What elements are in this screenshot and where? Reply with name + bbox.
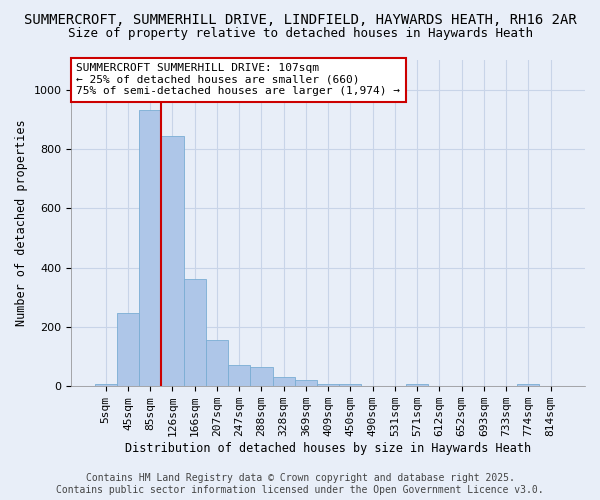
- Bar: [117, 312, 139, 386]
- Bar: [272, 378, 295, 386]
- Bar: [228, 366, 250, 386]
- Bar: [517, 384, 539, 386]
- Bar: [317, 384, 339, 386]
- Y-axis label: Number of detached properties: Number of detached properties: [15, 120, 28, 326]
- Bar: [406, 384, 428, 386]
- Bar: [161, 136, 184, 386]
- Bar: [250, 367, 272, 386]
- Bar: [339, 384, 361, 386]
- Bar: [139, 110, 161, 386]
- Bar: [95, 384, 117, 386]
- Bar: [206, 340, 228, 386]
- Bar: [295, 380, 317, 386]
- Text: SUMMERCROFT SUMMERHILL DRIVE: 107sqm
← 25% of detached houses are smaller (660)
: SUMMERCROFT SUMMERHILL DRIVE: 107sqm ← 2…: [76, 64, 400, 96]
- X-axis label: Distribution of detached houses by size in Haywards Heath: Distribution of detached houses by size …: [125, 442, 531, 455]
- Bar: [184, 280, 206, 386]
- Text: Size of property relative to detached houses in Haywards Heath: Size of property relative to detached ho…: [67, 28, 533, 40]
- Text: Contains HM Land Registry data © Crown copyright and database right 2025.
Contai: Contains HM Land Registry data © Crown c…: [56, 474, 544, 495]
- Text: SUMMERCROFT, SUMMERHILL DRIVE, LINDFIELD, HAYWARDS HEATH, RH16 2AR: SUMMERCROFT, SUMMERHILL DRIVE, LINDFIELD…: [23, 12, 577, 26]
